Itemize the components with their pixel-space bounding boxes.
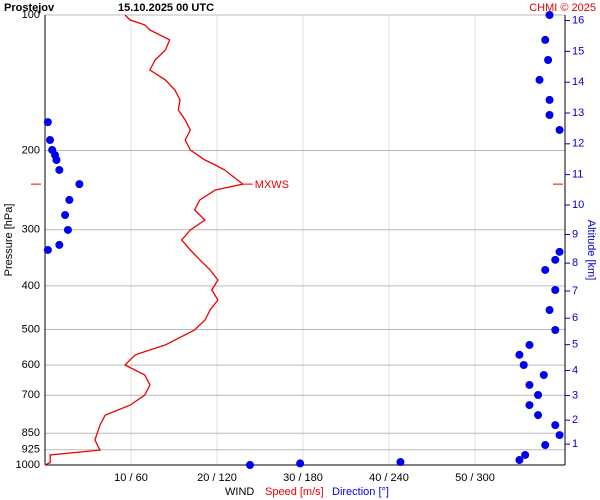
direction-point (519, 361, 528, 370)
direction-point (545, 306, 554, 315)
speed-line (44, 14, 245, 466)
y2-tick-label: 16 (572, 14, 584, 26)
direction-point (534, 391, 543, 400)
direction-point (46, 136, 55, 145)
direction-point (63, 225, 72, 234)
direction-point (55, 165, 64, 174)
y-tick-label: 200 (22, 144, 40, 156)
direction-point (296, 459, 305, 468)
direction-point (551, 285, 560, 294)
y2-tick-label: 6 (572, 312, 578, 324)
y-tick-label: 100 (22, 9, 40, 21)
direction-point (555, 247, 564, 256)
y2-tick-label: 13 (572, 107, 584, 119)
y2-tick-label: 10 (572, 199, 584, 211)
legend-entry: Speed [m/s] (265, 486, 324, 498)
x-tick-label: 10 / 60 (114, 472, 148, 484)
direction-point (52, 155, 61, 164)
annotation: MXWS (255, 179, 289, 191)
y-tick-label: 1000 (16, 459, 40, 471)
y2-tick-label: 11 (572, 169, 583, 181)
direction-point (535, 75, 544, 84)
y-tick-label: 700 (22, 389, 40, 401)
y-tick-label: 850 (22, 427, 40, 439)
direction-point (555, 125, 564, 134)
direction-point (541, 441, 550, 450)
direction-point (551, 421, 560, 430)
chart-title: Prostejov (4, 2, 55, 14)
direction-point (539, 371, 548, 380)
direction-point (545, 110, 554, 119)
direction-point (515, 350, 524, 359)
y-tick-label: 600 (22, 359, 40, 371)
x-tick-label: 50 / 300 (455, 472, 495, 484)
legend-entry: Direction [°] (332, 486, 389, 498)
x-axis-label: WIND (225, 486, 254, 498)
chart-subtitle: 15.10.2025 00 UTC (118, 2, 214, 14)
direction-point (61, 211, 70, 220)
direction-point (551, 255, 560, 264)
y2-tick-label: 1 (572, 438, 578, 450)
direction-point (245, 461, 254, 469)
x-tick-label: 20 / 120 (197, 472, 237, 484)
direction-point (551, 326, 560, 335)
direction-point (541, 265, 550, 274)
y2-tick-label: 5 (572, 339, 578, 351)
y-tick-label: 400 (22, 280, 40, 292)
y-tick-label: 925 (22, 444, 40, 456)
direction-point (55, 240, 64, 249)
y2-tick-label: 15 (572, 45, 584, 57)
direction-point (525, 380, 534, 389)
direction-point (541, 35, 550, 44)
direction-point (515, 456, 524, 465)
direction-point (521, 450, 530, 459)
credit: CHMI © 2025 (529, 2, 596, 14)
direction-point (555, 431, 564, 440)
y2-tick-label: 4 (572, 364, 578, 376)
direction-point (396, 458, 405, 467)
direction-point (525, 340, 534, 349)
direction-point (43, 118, 52, 127)
y2-axis-label: Altitude [km] (585, 220, 597, 281)
y-tick-label: 300 (22, 224, 40, 236)
x-tick-label: 30 / 180 (283, 472, 323, 484)
y2-tick-label: 12 (572, 138, 584, 150)
direction-point (545, 11, 554, 19)
direction-point (544, 56, 553, 65)
y2-tick-label: 8 (572, 257, 578, 269)
y2-tick-label: 14 (572, 76, 584, 88)
direction-point (43, 245, 52, 254)
y2-tick-label: 9 (572, 228, 578, 240)
direction-point (75, 180, 84, 189)
direction-point (525, 401, 534, 410)
direction-point (65, 195, 74, 204)
y-tick-label: 500 (22, 323, 40, 335)
x-tick-label: 40 / 240 (369, 472, 409, 484)
y2-tick-label: 2 (572, 414, 578, 426)
y2-tick-label: 7 (572, 285, 578, 297)
direction-point (545, 95, 554, 104)
y-axis-label: Pressure [hPa] (3, 204, 15, 277)
direction-point (534, 411, 543, 420)
y2-tick-label: 3 (572, 390, 578, 402)
